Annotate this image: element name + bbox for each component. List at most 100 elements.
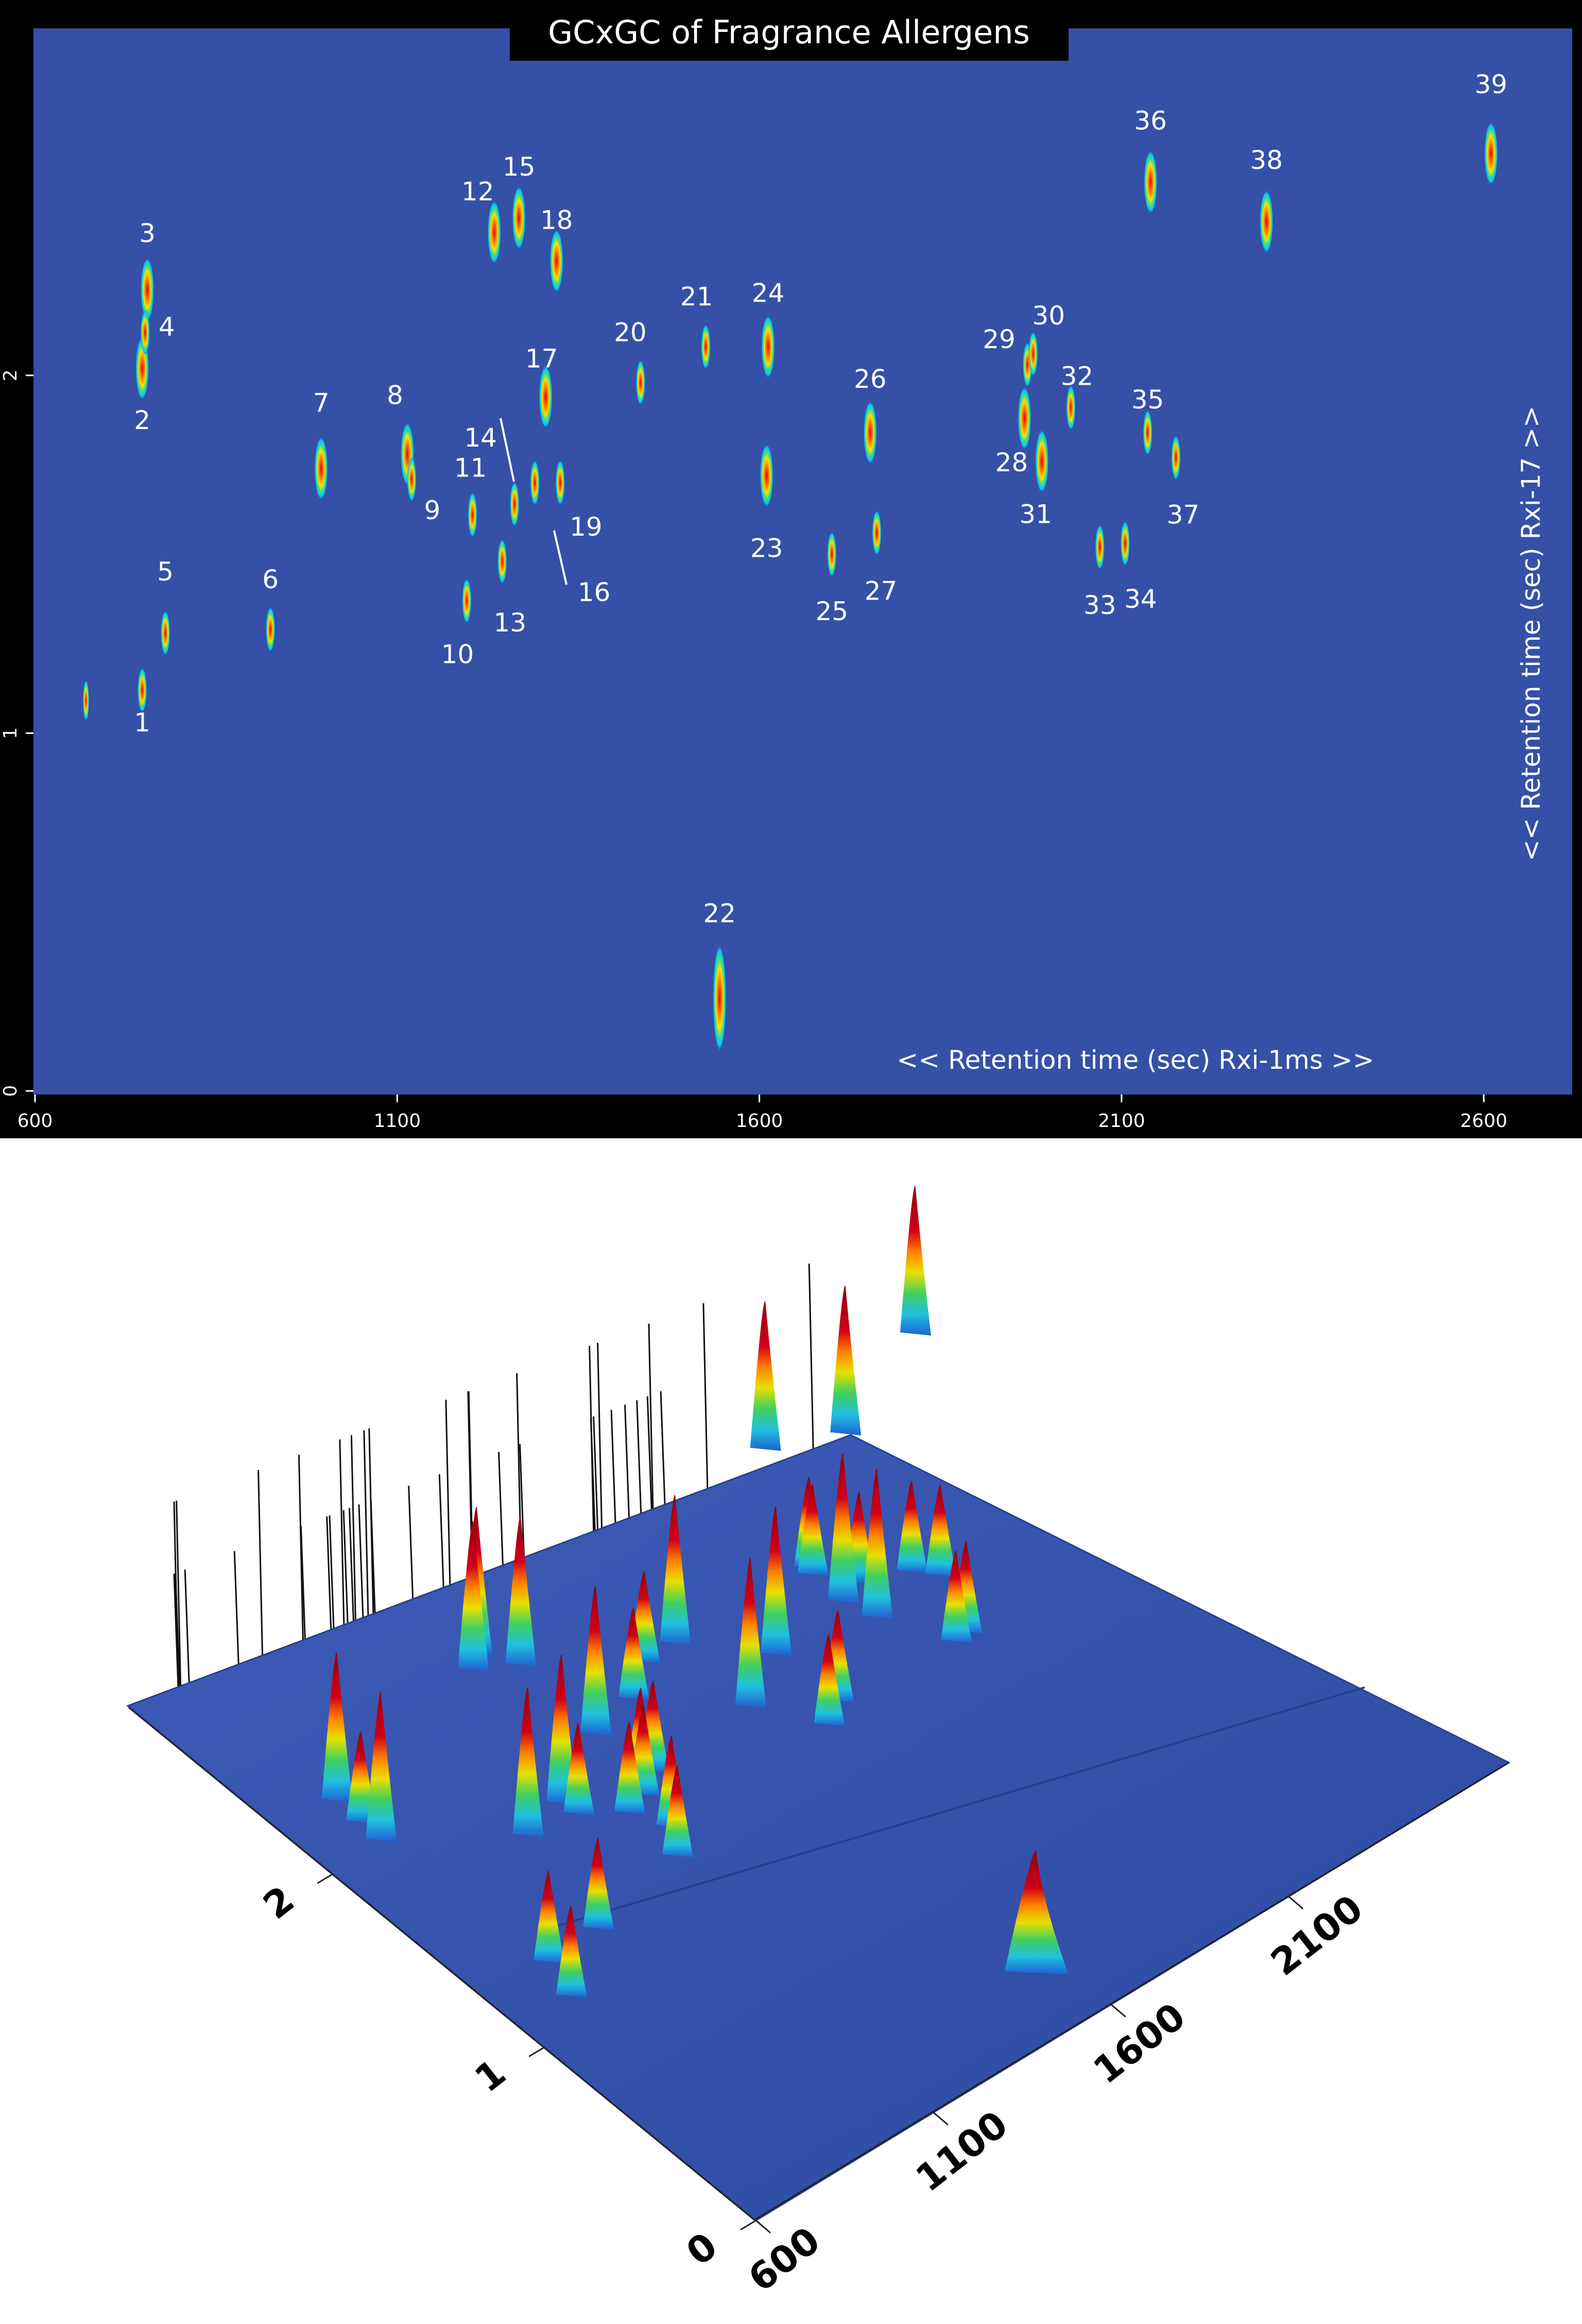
peak-label: 18 [540, 205, 573, 235]
peak-19 [555, 460, 565, 506]
y-tick-label: 1 [0, 727, 21, 739]
peak-21 [701, 324, 711, 370]
peak-label: 15 [503, 152, 536, 182]
trace-spike-35 [646, 1396, 652, 1510]
trace-spike-9 [300, 1526, 306, 1640]
trace-spike-36 [648, 1323, 654, 1509]
y-axis-ticks: 0 1 2 [0, 369, 33, 1097]
peak-32 [1066, 385, 1076, 431]
surface-peak-7 [512, 1687, 544, 1837]
peak-label: 13 [493, 608, 526, 638]
peak-4 [140, 310, 150, 355]
trace-spike-3 [176, 1500, 182, 1686]
leader-line-14 [500, 418, 515, 482]
x3d-tick-mark [1288, 1895, 1304, 1910]
peak-38 [1260, 190, 1274, 254]
surface-peak-38 [830, 1285, 862, 1436]
peak-17 [539, 365, 553, 429]
peak-31 [1035, 429, 1049, 493]
peak-label: 36 [1134, 106, 1167, 136]
y3d-tick-mark [740, 2219, 756, 2231]
x3d-tick-mark [933, 2112, 949, 2126]
projection-trace [127, 1263, 851, 1707]
peak-22 [713, 944, 727, 1052]
peak-35 [1143, 409, 1153, 455]
y3d-tick-label: 0 [678, 2224, 725, 2274]
peak-label: 26 [854, 364, 887, 394]
trace-spike-21 [438, 1474, 444, 1588]
peak-label: 20 [614, 318, 647, 348]
title-box [510, 11, 1069, 61]
peak-10 [462, 578, 472, 624]
surface-peak-1 [556, 1905, 587, 1998]
surface-peak-29 [797, 1483, 829, 1576]
trace-spike-38 [702, 1303, 709, 1489]
y-tick-label: 2 [0, 369, 21, 381]
surface-peak-35 [897, 1481, 928, 1573]
peak-label: 7 [313, 388, 330, 418]
peak-label: 38 [1250, 145, 1283, 175]
peak-6 [266, 606, 276, 652]
surface-peak-22 [1004, 1851, 1069, 1975]
surface-peak-37 [925, 1484, 957, 1577]
peak-3 [141, 258, 154, 322]
trace-spike-30 [593, 1416, 599, 1530]
peak-label: 24 [752, 278, 785, 308]
peak-label: 37 [1167, 500, 1200, 530]
trace-spike-32 [610, 1410, 616, 1524]
peak-11 [468, 492, 477, 538]
trace-spike-10 [326, 1516, 332, 1630]
surface-peak-20 [618, 1608, 650, 1700]
axis-retention-2 [128, 1706, 755, 2221]
peak-label: 3 [139, 218, 156, 248]
axis-retention-1 [754, 1762, 1509, 2221]
y3d-tick-mark [528, 2046, 545, 2057]
trace-spike-27 [519, 1444, 525, 1558]
surface-peak-5 [534, 1871, 565, 1963]
peak-16 [530, 460, 540, 506]
trace-spike-25 [497, 1452, 504, 1566]
trace-spike-29 [590, 1417, 596, 1531]
peak-label: 12 [461, 177, 494, 207]
peak-12 [487, 200, 501, 264]
peak-36 [1144, 150, 1158, 214]
peak-label: 34 [1124, 584, 1157, 614]
floor-ridge [538, 1686, 1365, 1933]
surface-peak-36 [750, 1301, 781, 1451]
peak-label: 14 [464, 423, 497, 453]
peak-27 [872, 510, 882, 556]
peak-7 [314, 436, 328, 501]
minor-peak [83, 680, 89, 721]
trace-spike-13 [342, 1510, 349, 1624]
y3d-tick-label: 2 [255, 1877, 302, 1927]
surface-peak-39 [900, 1186, 931, 1336]
trace-spike-6 [233, 1551, 239, 1665]
peak-13 [497, 538, 507, 584]
x-tick-label: 600 [18, 1110, 53, 1132]
y3d-tick-label: 1 [467, 2050, 513, 2100]
peak-37 [1171, 435, 1181, 481]
y3d-tick-mark [317, 1873, 334, 1884]
surface-peak-33 [941, 1550, 972, 1643]
peak-20 [635, 360, 645, 405]
x-tick-label: 1600 [736, 1110, 783, 1132]
surface-peak-24 [660, 1495, 691, 1645]
surface-peak-11 [614, 1722, 646, 1815]
peak-14 [510, 481, 520, 527]
peak-1 [137, 668, 147, 713]
peak-39 [1484, 122, 1498, 186]
peak-28 [1018, 386, 1031, 451]
peak-15 [512, 186, 526, 250]
peak-label: 9 [424, 495, 441, 525]
peak-label: 21 [680, 282, 713, 312]
peak-label: 8 [387, 381, 403, 411]
peaks-layer [83, 122, 1498, 1052]
peak-26 [863, 400, 877, 465]
x3d-tick-mark [1110, 2004, 1126, 2018]
peak-25 [827, 532, 837, 577]
trace-spike-33 [624, 1405, 630, 1518]
leader-line-16 [553, 530, 568, 585]
peak-label: 31 [1019, 499, 1052, 529]
peak-label: 11 [454, 453, 487, 483]
